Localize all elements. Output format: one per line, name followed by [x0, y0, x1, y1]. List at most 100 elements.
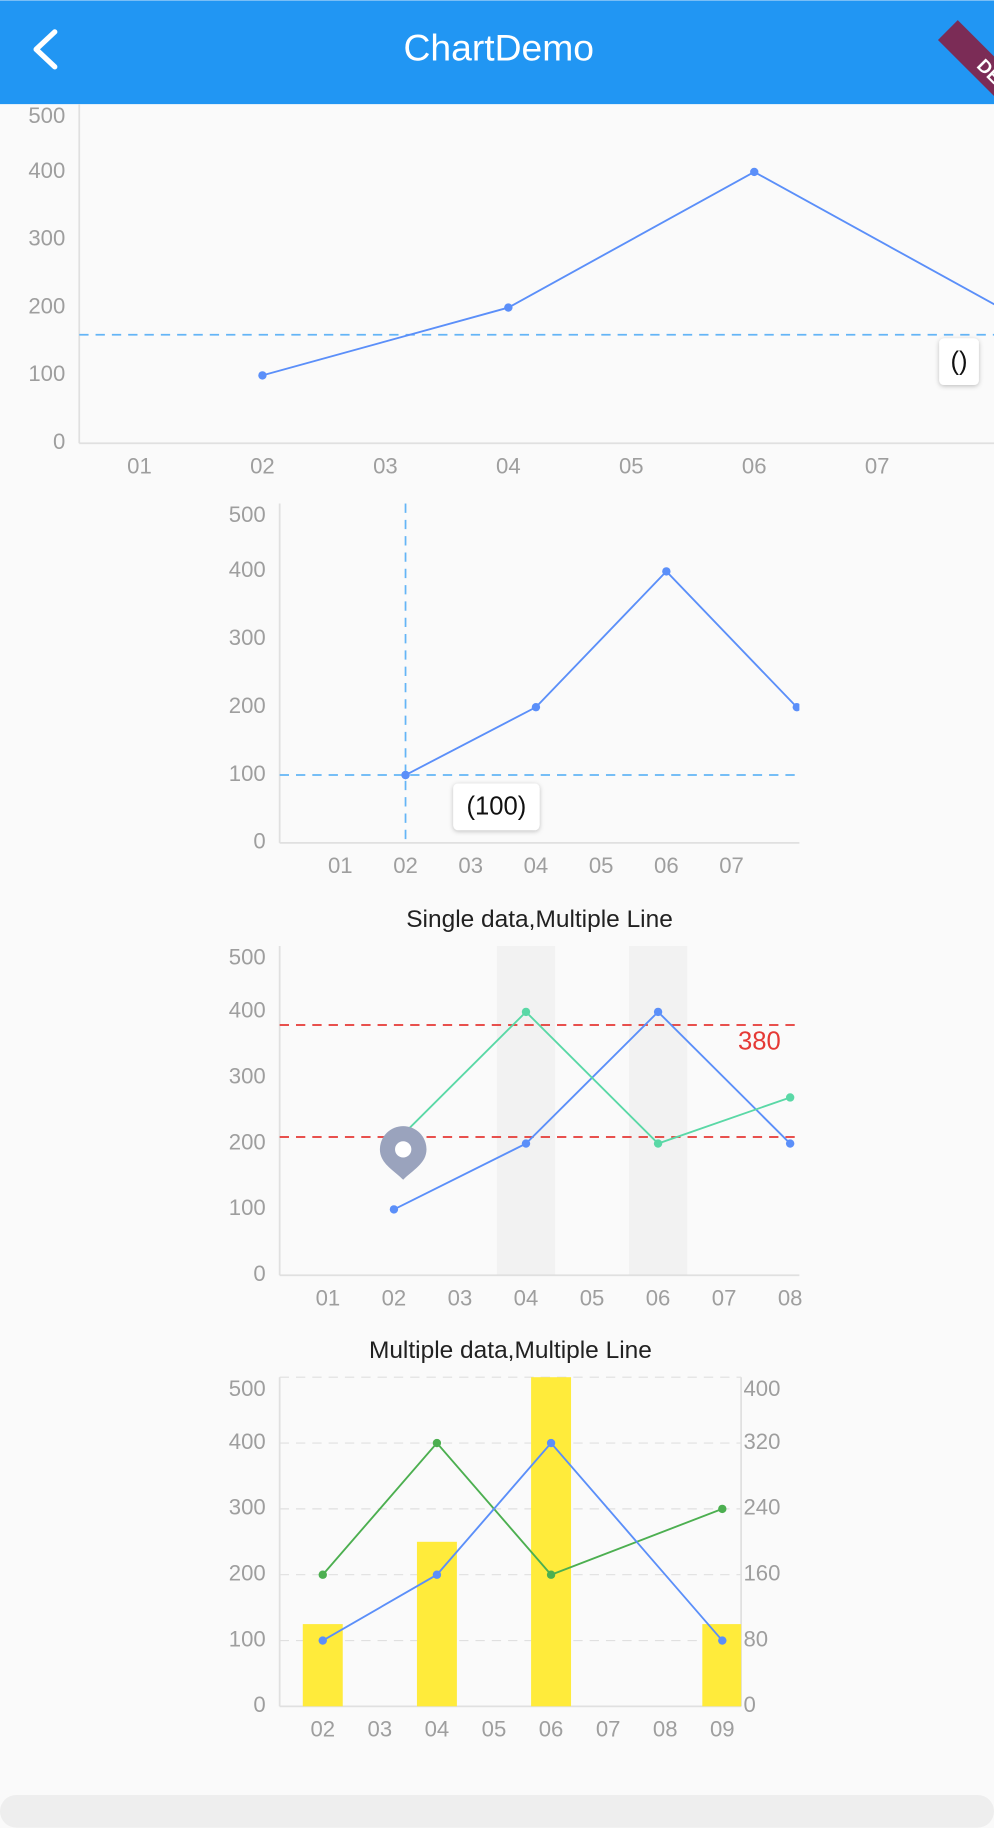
tooltip-box — [453, 783, 540, 831]
y-tick-label: 200 — [229, 693, 266, 718]
y-tick-label: 300 — [229, 1064, 266, 1089]
point — [718, 1504, 727, 1514]
x-tick-label: 05 — [619, 454, 644, 479]
x-tick-label: 07 — [596, 1717, 621, 1742]
x-tick-label: 04 — [524, 853, 549, 878]
point — [389, 1205, 399, 1214]
bar — [531, 1377, 572, 1707]
reference-label: 380 — [738, 1027, 781, 1055]
y-tick-label: 100 — [229, 761, 266, 786]
x-tick-label: 03 — [373, 454, 398, 479]
x-tick-label: 06 — [742, 454, 767, 479]
chart-title: Multiple data,Multiple Line — [369, 1337, 652, 1364]
y-tick-label: 100 — [229, 1626, 266, 1651]
x-tick-label: 03 — [368, 1717, 393, 1742]
y2-tick-label: 320 — [743, 1429, 780, 1454]
line — [262, 170, 994, 377]
point — [653, 1139, 663, 1148]
y-tick-label: 100 — [28, 361, 65, 386]
y-tick-label: 500 — [229, 502, 266, 527]
bar — [416, 1541, 457, 1707]
tooltip-box — [939, 338, 979, 385]
back-button[interactable] — [33, 29, 58, 70]
x-tick-label: 03 — [458, 853, 483, 878]
x-tick-label: 01 — [316, 1286, 341, 1311]
x-tick-label: 03 — [448, 1286, 473, 1311]
line — [322, 1441, 723, 1642]
y-tick-label: 400 — [229, 557, 266, 582]
highlight-band — [628, 946, 688, 1276]
y-tick-label: 300 — [229, 625, 266, 650]
point — [792, 702, 800, 712]
x-tick-label: 01 — [328, 853, 353, 878]
point — [785, 1139, 795, 1148]
y-tick-label: 400 — [28, 158, 65, 183]
y-tick-label: 0 — [253, 1261, 265, 1286]
series-layer — [302, 1377, 742, 1707]
y-tick-label: 200 — [28, 293, 65, 318]
point — [750, 167, 759, 177]
y-tick-label: 500 — [28, 103, 65, 128]
y2-tick-label: 400 — [743, 1376, 780, 1401]
point — [718, 1636, 727, 1645]
y-tick-label: 0 — [253, 829, 265, 854]
location-pin — [379, 1126, 427, 1180]
y2-tick-label: 0 — [743, 1692, 755, 1717]
y-tick-label: 400 — [229, 998, 266, 1023]
chart: 0 100 200 300 400 500 01 02 03 04 05 06 07 () — [28, 103, 994, 479]
chart-title: Single data,Multiple Line — [406, 906, 673, 933]
x-tick-label: 02 — [250, 454, 275, 479]
x-tick-label: 04 — [425, 1717, 450, 1742]
point — [546, 1570, 556, 1579]
tooltip-text: () — [951, 348, 968, 376]
point — [318, 1570, 327, 1579]
x-tick-label: 02 — [310, 1717, 335, 1742]
line — [405, 570, 798, 776]
y2-tick-label: 240 — [743, 1495, 780, 1520]
point — [432, 1438, 442, 1448]
y-tick-label: 0 — [53, 429, 65, 454]
x-tick-label: 06 — [654, 853, 679, 878]
y-tick-label: 400 — [229, 1429, 266, 1454]
y-tick-label: 300 — [28, 226, 65, 251]
point — [521, 1139, 531, 1148]
line — [393, 1010, 791, 1145]
x-tick-label: 04 — [514, 1286, 539, 1311]
app-bar — [0, 0, 994, 105]
highlight-band — [496, 946, 556, 1276]
x-tick-label: 05 — [580, 1286, 605, 1311]
x-tick-label: 09 — [710, 1717, 735, 1742]
x-tick-label: 04 — [496, 454, 521, 479]
x-tick-label: 05 — [482, 1717, 507, 1742]
y-tick-label: 300 — [229, 1495, 266, 1520]
series-layer — [258, 167, 994, 380]
y-tick-label: 0 — [253, 1692, 265, 1717]
point — [785, 1093, 795, 1102]
y-tick-label: 500 — [229, 945, 266, 970]
y-tick-label: 500 — [229, 1376, 266, 1401]
crosshair-point — [401, 770, 410, 780]
y-tick-label: 200 — [229, 1561, 266, 1586]
point — [504, 303, 513, 312]
x-tick-label: 06 — [539, 1717, 564, 1742]
chart: Single data,Multiple Line 0 100 200 300 400 50… — [229, 906, 803, 1311]
x-tick-label: 07 — [719, 853, 744, 878]
chart: Multiple data,Multiple Line 0 100 200 300 400… — [229, 1337, 781, 1742]
chart: 0 100 200 300 400 500 01 02 03 04 05 06 07 (100) — [229, 502, 800, 878]
point — [258, 371, 267, 380]
debug-band — [937, 20, 994, 148]
app-title: ChartDemo — [403, 26, 594, 68]
point — [318, 1636, 327, 1645]
x-tick-label: 06 — [646, 1286, 671, 1311]
x-tick-label: 01 — [127, 454, 152, 479]
y-tick-label: 100 — [229, 1195, 266, 1220]
x-tick-label: 02 — [393, 853, 418, 878]
point — [662, 567, 671, 576]
point — [653, 1007, 663, 1017]
point — [546, 1438, 556, 1448]
y-tick-label: 200 — [229, 1129, 266, 1154]
x-tick-label: 07 — [712, 1286, 737, 1311]
